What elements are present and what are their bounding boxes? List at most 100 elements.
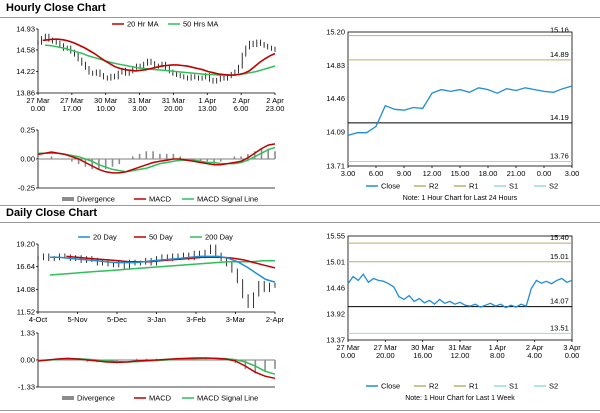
hourly-price-x-tick-label: 10.00 <box>96 104 115 113</box>
hourly-price-y-tick-label: 14.58 <box>16 45 35 54</box>
daily-price-x-tick-label: 2-Apr <box>266 315 285 324</box>
hourly-24h-y-tick-label: 15.20 <box>326 28 345 37</box>
hourly-price-x-tick-label: 0.00 <box>31 104 46 113</box>
daily-week-y-tick-label: 15.55 <box>326 232 345 241</box>
daily-price-y-tick-label: 16.64 <box>16 262 35 271</box>
hourly-24h-legend-close-label: Close <box>381 182 400 191</box>
daily-week-x-tick-label: 16.00 <box>413 351 432 360</box>
hourly-24h-frame <box>347 31 573 167</box>
daily-week-y-tick-label: 13.92 <box>326 309 345 318</box>
daily-week-y-tick-label: 15.01 <box>326 257 345 266</box>
daily-price-y-tick-label: 19.20 <box>16 240 35 249</box>
hourly-price-x-tick-label: 30 Mar <box>94 96 118 105</box>
daily-price-y-tick-label: 11.52 <box>17 308 35 317</box>
daily-ma20-line <box>49 255 276 283</box>
hourly-24h-x-tick-label: 12.00 <box>423 169 442 178</box>
hourly-price-x-tick-label: 2 Apr <box>266 96 284 105</box>
section-divider <box>0 222 600 223</box>
hourly-price-y-tick-label: 14.22 <box>16 67 35 76</box>
hourly-legend-macd-label: MACD <box>149 195 172 204</box>
hourly-price-x-tick-label: 17.00 <box>62 104 81 113</box>
hourly-24h-x-tick-label: 6.00 <box>369 169 384 178</box>
daily-week-level-label-s2: 13.51 <box>550 323 569 332</box>
hourly-price-x-tick-label: 31 Mar <box>128 96 152 105</box>
hourly-24h-y-tick-label: 14.09 <box>326 127 345 136</box>
hourly-24h-x-tick-label: 9.00 <box>397 169 412 178</box>
daily-week-x-tick-label: 0.00 <box>565 351 580 360</box>
daily-week-x-tick-label: 1 Apr <box>489 343 507 352</box>
hourly-price-x-tick-label: 2 Apr <box>232 96 250 105</box>
daily-legend-20-label: 20 Day <box>93 233 117 242</box>
daily-week-legend-r1-label: R1 <box>469 382 479 391</box>
hourly-macd-line <box>37 143 276 174</box>
section-divider <box>0 205 600 206</box>
daily-week-x-tick-label: 30 Mar <box>411 343 435 352</box>
daily-week-x-tick-label: 20.00 <box>376 351 395 360</box>
hourly-price-x-tick-label: 27 Mar <box>60 96 84 105</box>
hourly-price-x-tick-label: 20.00 <box>164 104 183 113</box>
hourly-24h-close-line <box>347 85 573 137</box>
hourly-price-x-tick-label: 13.00 <box>198 104 217 113</box>
hourly-price-x-tick-label: 6.00 <box>234 104 249 113</box>
hourly-24h-note: Note: 1 Hour Chart for Last 24 Hours <box>403 195 518 202</box>
daily-macd-y-tick-label: -1.33 <box>18 383 35 392</box>
daily-macd-line <box>37 357 276 380</box>
hourly-price-y-tick-label: 13.86 <box>16 89 35 98</box>
daily-week-x-tick-label: 0.00 <box>341 351 356 360</box>
daily-macd-y-tick-label: 1.33 <box>20 329 35 338</box>
daily-week-x-tick-label: 12.00 <box>451 351 470 360</box>
daily-week-x-tick-label: 31 Mar <box>448 343 472 352</box>
daily-week-x-tick-label: 27 Mar <box>374 343 398 352</box>
daily-price-x-tick-label: 5-Dec <box>107 315 127 324</box>
daily-price-x-tick-label: 3-Jan <box>147 315 166 324</box>
daily-price-x-tick-label: 3-Mar <box>226 315 246 324</box>
hourly-24h-legend-s2-label: S2 <box>549 182 558 191</box>
hourly-24h-x-tick-label: 3.00 <box>341 169 356 178</box>
daily-week-note: Note: 1 Hour Chart for Last 1 Week <box>405 395 515 402</box>
daily-legend-divergence-label: Divergence <box>77 394 115 403</box>
daily-week-level-label-s1: 14.07 <box>550 297 569 306</box>
hourly-ma50-line <box>45 44 276 76</box>
daily-signal-line <box>37 357 276 375</box>
daily-legend-macd-label: MACD <box>149 394 172 403</box>
hourly-legend-ma50-label: 50 Hrs MA <box>183 20 218 29</box>
hourly-24h-legend-s1-label: S1 <box>509 182 518 191</box>
hourly-ma20-line <box>42 38 276 76</box>
daily-week-legend-s2-label: S2 <box>549 382 558 391</box>
daily-week-y-tick-label: 13.37 <box>326 336 345 345</box>
hourly-macd-y-tick-label: 0.25 <box>20 126 35 135</box>
hourly-24h-x-tick-label: 15.00 <box>451 169 470 178</box>
hourly-24h-level-label-s2: 13.76 <box>550 152 569 161</box>
daily-week-y-tick-label: 14.46 <box>326 284 345 293</box>
hourly-signal-line <box>38 146 276 173</box>
hourly-24h-y-tick-label: 13.71 <box>326 162 345 171</box>
daily-week-x-tick-label: 8.00 <box>490 351 505 360</box>
daily-ma200-line <box>49 260 275 276</box>
hourly-24h-level-label-r2: 15.16 <box>550 26 569 35</box>
daily-week-legend-s1-label: S1 <box>509 382 518 391</box>
hourly-macd-y-tick-label: 0.00 <box>20 155 35 164</box>
daily-week-x-tick-label: 4.00 <box>527 351 542 360</box>
hourly-price-x-tick-label: 23.00 <box>266 104 285 113</box>
daily-price-x-tick-label: 4-Oct <box>29 315 48 324</box>
hourly-legend-ma20-label: 20 Hr MA <box>127 20 159 29</box>
section-divider <box>0 17 600 18</box>
daily-week-x-tick-label: 3 Apr <box>563 343 581 352</box>
daily-week-level-label-r1: 15.01 <box>550 252 569 261</box>
daily-price-y-tick-label: 14.08 <box>16 285 35 294</box>
daily-week-legend-r2-label: R2 <box>429 382 439 391</box>
hourly-24h-x-tick-label: 3.00 <box>565 169 580 178</box>
daily-week-level-label-r2: 15.40 <box>550 233 569 242</box>
hourly-24h-legend-r1-label: R1 <box>469 182 479 191</box>
hourly-price-x-tick-label: 27 Mar <box>26 96 50 105</box>
hourly-24h-x-tick-label: 0.00 <box>537 169 552 178</box>
daily-price-x-tick-label: 3-Feb <box>186 315 206 324</box>
daily-week-x-tick-label: 2 Apr <box>526 343 544 352</box>
daily-legend-200-label: 200 Day <box>205 233 233 242</box>
section-divider <box>0 410 600 411</box>
hourly-24h-x-tick-label: 18.00 <box>479 169 498 178</box>
hourly-section-title: Hourly Close Chart <box>6 2 106 14</box>
hourly-price-y-tick-label: 14.93 <box>16 25 35 34</box>
hourly-24h-level-label-s1: 14.19 <box>550 113 569 122</box>
